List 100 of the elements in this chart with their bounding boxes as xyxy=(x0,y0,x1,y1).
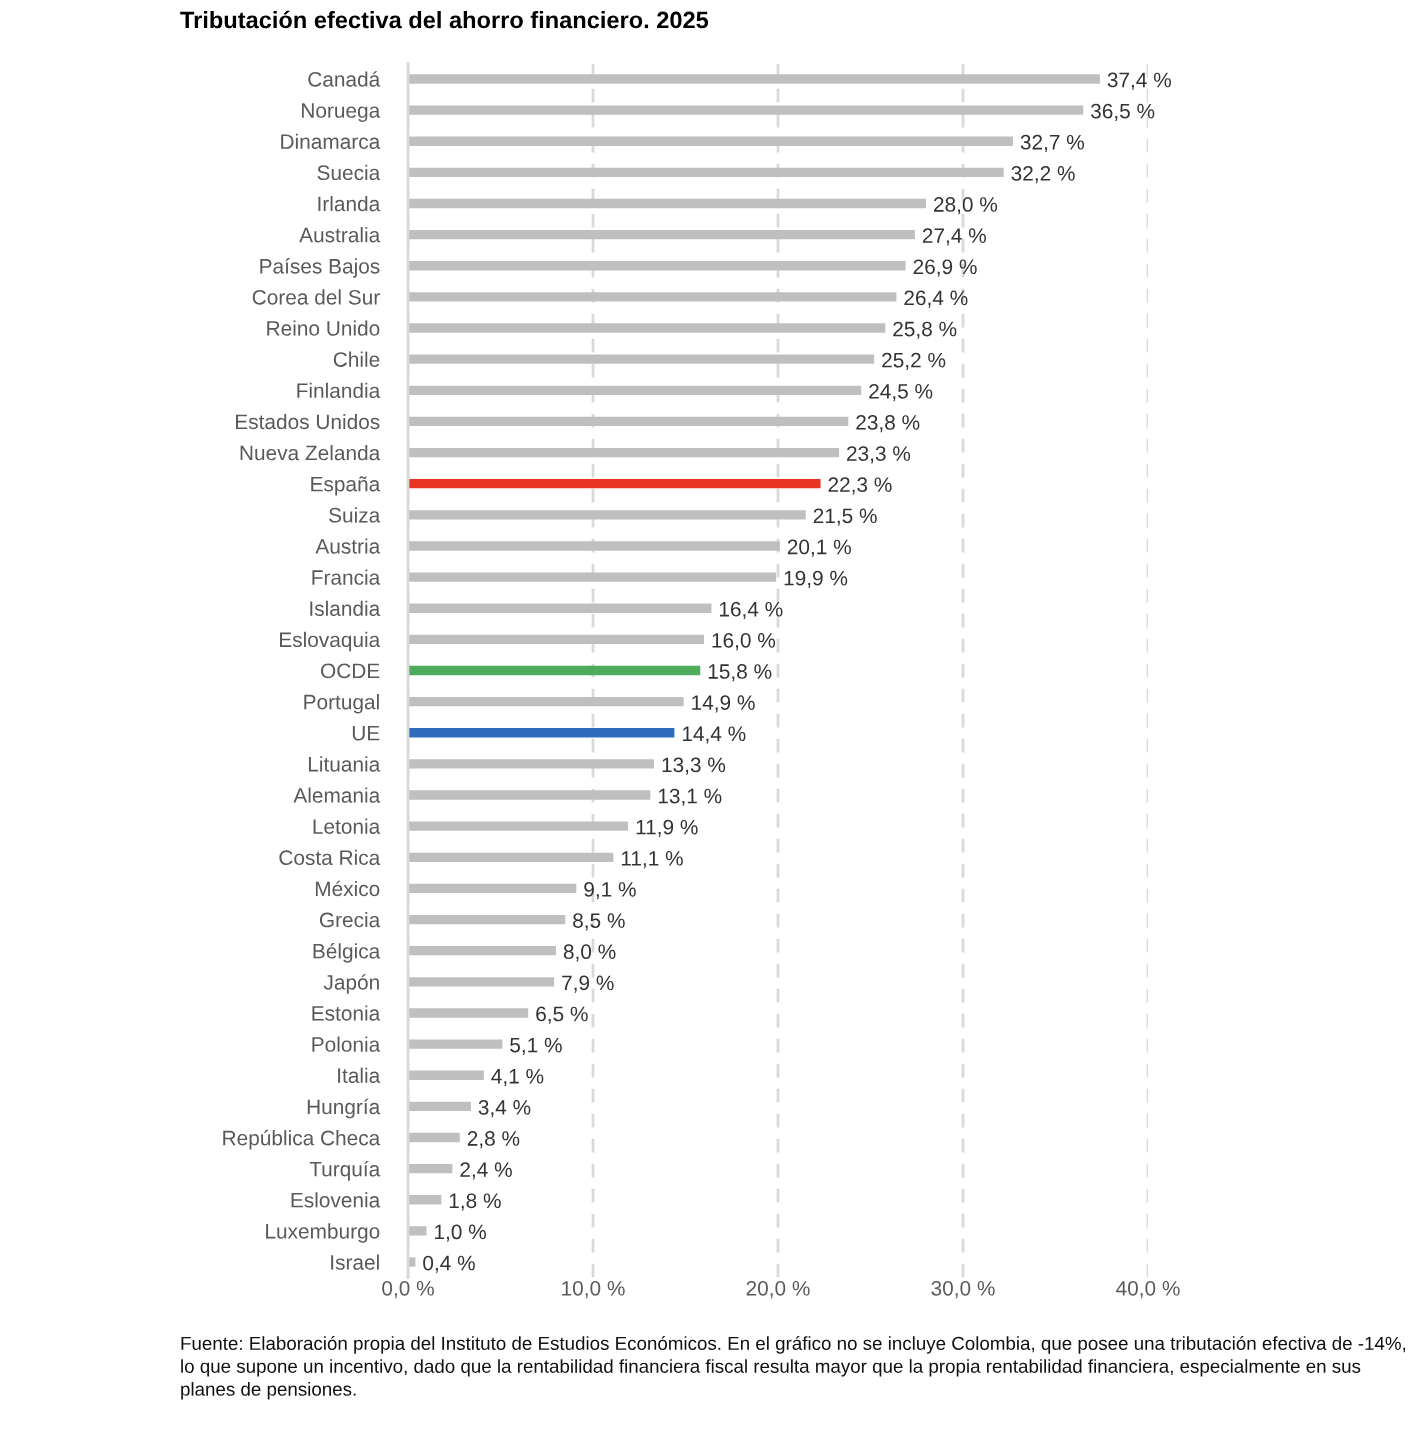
data-label: 2,4 % xyxy=(460,1162,512,1180)
data-label: 32,2 % xyxy=(1011,165,1075,184)
bar xyxy=(408,821,629,831)
y-tick-label: Chile xyxy=(333,351,380,367)
x-tick-label: 0,0 % xyxy=(382,1280,434,1299)
data-label: 16,4 % xyxy=(719,601,783,620)
bar xyxy=(408,136,1013,146)
bar xyxy=(408,354,875,364)
data-label: 36,5 % xyxy=(1090,103,1155,121)
y-tick-label: Italia xyxy=(338,1067,381,1083)
bar xyxy=(408,603,712,613)
bar xyxy=(408,1226,427,1236)
y-tick-label: Suecia xyxy=(317,164,381,181)
data-label: 21,5 % xyxy=(813,508,877,526)
bar xyxy=(408,790,651,800)
y-tick-label: Noruega xyxy=(302,103,381,122)
data-label: 15,8 % xyxy=(708,664,772,682)
data-label: 22,3 % xyxy=(828,477,892,495)
y-tick-label: OCDE xyxy=(321,663,380,679)
y-tick-label: Francia xyxy=(312,569,381,585)
bar xyxy=(408,572,777,582)
y-tick-label: Nueva Zelanda xyxy=(240,445,381,461)
y-tick-label: Australia xyxy=(299,227,381,243)
bar xyxy=(408,1195,442,1205)
data-label: 23,3 % xyxy=(847,446,911,464)
bar xyxy=(408,1132,460,1143)
data-label: 1,0 % xyxy=(435,1224,486,1242)
bar xyxy=(408,447,840,458)
data-label: 27,4 % xyxy=(922,228,986,246)
y-tick-label: Portugal xyxy=(304,694,379,714)
source-note: Fuente: Elaboración propia del Instituto de Estudios Económicos. En el gráfico no se incluye Colombia, que posee una tributación efectiva de -14%, lo que supone un incentivo, dado que la rentabilidad financiera fiscal resulta mayor que la propia rentabilidad financiera, especialmente en sus planes de pensiones. xyxy=(181,1336,1406,1400)
y-tick-label: Costa Rica xyxy=(279,849,381,866)
data-label: 11,1 % xyxy=(621,851,683,869)
data-label: 5,1 % xyxy=(510,1037,562,1055)
data-label: 20,1 % xyxy=(787,539,851,557)
x-tick-label: 20,0 % xyxy=(746,1280,810,1299)
y-tick-label: Turquía xyxy=(309,1160,381,1181)
bar xyxy=(408,852,614,862)
data-label: 24,5 % xyxy=(869,383,933,402)
bar xyxy=(408,292,897,302)
y-tick-label: UE xyxy=(352,725,380,741)
data-label: 26,4 % xyxy=(904,290,968,308)
bar xyxy=(408,665,701,676)
bar xyxy=(408,946,556,956)
bar xyxy=(408,74,1100,84)
bar xyxy=(408,728,675,738)
data-label: 14,4 % xyxy=(682,726,746,744)
bar xyxy=(408,1101,471,1112)
data-label: 9,1 % xyxy=(584,882,636,900)
data-label: 14,9 % xyxy=(692,695,755,713)
y-tick-label: Finlandia xyxy=(297,382,381,399)
data-label: 2,8 % xyxy=(467,1131,520,1149)
bar xyxy=(408,634,704,645)
data-label: 13,1 % xyxy=(658,788,722,806)
data-label: 3,4 % xyxy=(478,1099,531,1118)
data-label: 4,1 % xyxy=(491,1068,544,1087)
x-tick-label: 30,0 % xyxy=(931,1280,995,1299)
bar xyxy=(408,105,1084,115)
data-label: 32,7 % xyxy=(1020,134,1085,153)
bar xyxy=(408,914,566,925)
bar xyxy=(408,510,806,520)
bar xyxy=(408,261,906,271)
y-tick-label: Hungría xyxy=(307,1098,381,1119)
bar xyxy=(408,167,1004,178)
y-tick-label: Islandia xyxy=(310,600,381,616)
bar xyxy=(408,229,915,240)
bar xyxy=(408,1070,484,1080)
data-label: 13,3 % xyxy=(662,757,726,775)
data-label: 23,8 % xyxy=(856,415,920,433)
y-tick-label: Dinamarca xyxy=(281,133,381,149)
y-tick-label: Lituania xyxy=(308,756,381,772)
bar xyxy=(408,323,886,333)
bar xyxy=(408,198,926,209)
y-tick-label: Japón xyxy=(323,974,379,994)
y-tick-label: Polonia xyxy=(312,1036,381,1052)
bar xyxy=(408,977,555,987)
y-tick-label: Canadá xyxy=(308,71,381,87)
data-label: 11,9 % xyxy=(636,819,698,837)
data-label: 19,9 % xyxy=(784,570,848,588)
data-label: 8,5 % xyxy=(573,913,625,931)
y-tick-label: Corea del Sur xyxy=(252,289,380,305)
data-label: 6,5 % xyxy=(536,1006,588,1024)
bar xyxy=(408,385,862,395)
bar xyxy=(408,541,780,551)
data-label: 16,0 % xyxy=(712,632,776,651)
bar xyxy=(408,883,577,894)
data-label: 25,2 % xyxy=(882,352,946,370)
bar xyxy=(408,479,821,489)
y-tick-label: Luxemburgo xyxy=(266,1223,380,1243)
y-tick-label: Estados Unidos xyxy=(236,413,380,430)
data-label: 26,9 % xyxy=(913,259,977,277)
y-tick-label: Reino Unido xyxy=(267,320,380,336)
y-tick-label: España xyxy=(311,476,381,496)
data-label: 7,9 % xyxy=(562,975,614,993)
y-tick-label: Israel xyxy=(331,1254,379,1270)
data-label: 8,0 % xyxy=(563,944,616,962)
y-tick-label: Eslovenia xyxy=(291,1192,381,1208)
y-tick-label: Estonia xyxy=(312,1005,381,1021)
y-tick-label: Bélgica xyxy=(313,943,381,963)
bar xyxy=(408,759,655,769)
